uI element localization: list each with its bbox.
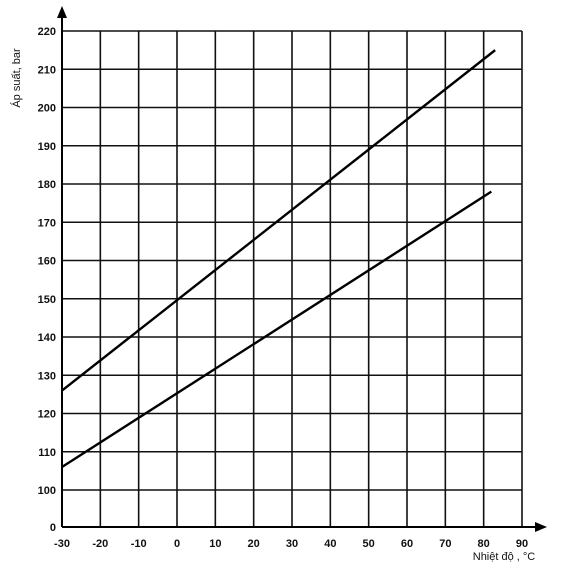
x-tick-label-40: 40: [324, 538, 336, 550]
y-tick-label-140: 140: [38, 332, 56, 344]
series-line-2: [61, 190, 492, 469]
x-tick-label-30: 30: [286, 538, 298, 550]
y-tick-label-200: 200: [38, 103, 56, 115]
x-tick-label-90: 90: [516, 538, 528, 550]
x-tick-label-20: 20: [248, 538, 260, 550]
axes: [57, 6, 547, 532]
series-layer: [61, 49, 496, 469]
series-line-1: [61, 49, 496, 392]
y-tick-label-170: 170: [38, 217, 56, 229]
x-tick-label-80: 80: [478, 538, 490, 550]
x-tick-label-60: 60: [401, 538, 413, 550]
x-tick-label-70: 70: [439, 538, 451, 550]
y-tick-label-180: 180: [38, 179, 56, 191]
x-tick-label--10: -10: [131, 538, 147, 550]
y-axis-arrow: [57, 6, 67, 18]
x-axis-arrow: [535, 522, 547, 532]
y-tick-label-100: 100: [38, 485, 56, 497]
y-tick-label-160: 160: [38, 256, 56, 268]
x-tick-label--20: -20: [92, 538, 108, 550]
y-tick-label-220: 220: [38, 26, 56, 38]
y-tick-label-150: 150: [38, 294, 56, 306]
horizontal-gridlines: [62, 30, 522, 491]
x-tick-label-10: 10: [209, 538, 221, 550]
y-tick-label-120: 120: [38, 409, 56, 421]
y-axis-label: Áp suất, bar: [10, 48, 23, 108]
y-tick-label-origin: 0: [50, 522, 56, 534]
y-tick-label-130: 130: [38, 370, 56, 382]
x-tick-label--30: -30: [54, 538, 70, 550]
x-tick-label-50: 50: [363, 538, 375, 550]
y-tick-label-110: 110: [38, 447, 56, 459]
y-tick-label-210: 210: [38, 64, 56, 76]
vertical-gridlines: [99, 31, 523, 527]
y-tick-labels: 100 110 120 130 140 150 160 170 180 190 200 210 220 0: [38, 26, 56, 534]
x-axis-label: Nhiệt độ , °C: [473, 551, 536, 563]
x-tick-labels: -30 -20 -10 0 10 20 30 40 50 60 70 80 90: [54, 538, 528, 550]
y-tick-label-190: 190: [38, 141, 56, 153]
x-tick-label-0: 0: [174, 538, 180, 550]
